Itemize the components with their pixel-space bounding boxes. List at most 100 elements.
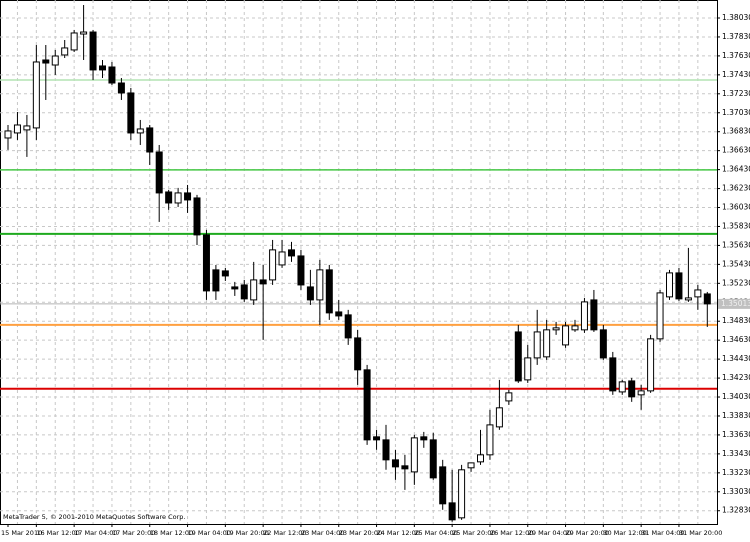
candle-body xyxy=(250,279,258,301)
candle-body xyxy=(51,55,59,66)
candle-body xyxy=(590,299,598,331)
candle-body xyxy=(656,292,664,340)
y-tick-label: 1.35430 xyxy=(722,259,750,268)
y-tick-label: 1.34630 xyxy=(722,335,750,344)
candle-body xyxy=(467,462,475,469)
candle-body xyxy=(202,234,210,292)
candle-body xyxy=(184,192,192,201)
candle-body xyxy=(231,286,239,290)
candle-body xyxy=(108,66,116,84)
x-tick-label: 17 Mar 04:00 xyxy=(74,529,117,537)
candle-body xyxy=(505,392,513,402)
candle-body xyxy=(684,297,692,301)
candle-body xyxy=(221,270,229,277)
candle-body xyxy=(401,465,409,470)
x-tick-label: 26 Mar 12:00 xyxy=(490,529,533,537)
x-tick-label: 18 Mar 12:00 xyxy=(150,529,193,537)
candle-body xyxy=(514,331,522,382)
candle-body xyxy=(155,151,163,194)
candle-body xyxy=(259,279,267,285)
candle-body xyxy=(42,59,50,64)
candle-body xyxy=(89,31,97,71)
candle-body xyxy=(410,437,418,473)
candle-body xyxy=(439,466,447,505)
y-tick-label: 1.33030 xyxy=(722,487,750,496)
candle-body xyxy=(666,272,673,298)
candle-body xyxy=(23,125,31,131)
candle-body xyxy=(373,436,381,441)
candle-body xyxy=(486,424,494,456)
candle-body xyxy=(146,127,154,153)
candle-body xyxy=(628,380,636,398)
candle-body xyxy=(288,249,295,257)
candle-body xyxy=(99,65,106,71)
y-tick-label: 1.38030 xyxy=(722,13,750,22)
candle-body xyxy=(609,357,617,392)
x-tick-label: 29 Mar 20:00 xyxy=(566,529,609,537)
candle-body xyxy=(675,272,683,300)
candle-body xyxy=(344,314,352,339)
candle-body xyxy=(306,286,314,301)
y-tick-label: 1.37430 xyxy=(722,70,750,79)
candle-body xyxy=(495,407,503,428)
y-tick-label: 1.37630 xyxy=(722,51,750,60)
candle-body xyxy=(533,331,541,359)
candle-body xyxy=(599,329,607,359)
x-tick-label: 31 Mar 04:00 xyxy=(641,529,684,537)
candles xyxy=(4,5,711,522)
candle-body xyxy=(127,92,135,134)
y-tick-label: 1.36230 xyxy=(722,184,750,193)
candle-body xyxy=(647,338,655,392)
candle-body xyxy=(13,124,21,134)
candle-body xyxy=(458,469,466,519)
current-price-box xyxy=(718,298,750,309)
candle-body xyxy=(543,329,551,358)
candle-body xyxy=(212,269,220,292)
watermark: MetaTrader 5, © 2001-2010 MetaQuotes Sof… xyxy=(3,513,185,521)
y-tick-label: 1.36830 xyxy=(722,127,750,136)
y-tick-label: 1.32830 xyxy=(722,506,750,515)
candle-body xyxy=(429,439,437,479)
candle-body xyxy=(391,459,399,468)
candle-body xyxy=(420,436,428,441)
plot-area xyxy=(0,0,718,525)
current-price-label: 1.35013 xyxy=(721,299,750,308)
candle-body xyxy=(297,255,305,286)
x-tick-label: 30 Mar 12:00 xyxy=(603,529,646,537)
y-tick-label: 1.35630 xyxy=(722,240,750,249)
x-tick-label: 25 Mar 20:00 xyxy=(452,529,495,537)
y-tick-label: 1.33630 xyxy=(722,430,750,439)
candle-body xyxy=(240,284,248,300)
candle-body xyxy=(325,269,333,314)
candle-body xyxy=(694,289,702,298)
candle-body xyxy=(316,269,324,301)
y-tick-label: 1.34830 xyxy=(722,316,750,325)
candle-body xyxy=(80,31,88,35)
candle-body xyxy=(524,357,532,381)
x-tick-label: 25 Mar 04:00 xyxy=(414,529,457,537)
y-tick-label: 1.36630 xyxy=(722,146,750,155)
candle-body xyxy=(32,61,40,129)
y-tick-label: 1.37030 xyxy=(722,108,750,117)
candle-body xyxy=(4,130,12,139)
candle-body xyxy=(174,192,182,204)
candle-body xyxy=(552,327,560,331)
candle-body xyxy=(448,502,456,521)
y-tick-label: 1.34430 xyxy=(722,354,750,363)
candle-body xyxy=(580,301,588,331)
y-tick-label: 1.37830 xyxy=(722,32,750,41)
x-tick-label: 31 Mar 20:00 xyxy=(679,529,722,537)
x-tick-label: 15 Mar 2010 xyxy=(1,529,42,537)
x-tick-label: 17 Mar 20:00 xyxy=(112,529,155,537)
candle-body xyxy=(136,128,144,134)
x-tick-label: 22 Mar 12:00 xyxy=(263,529,306,537)
x-tick-label: 19 Mar 04:00 xyxy=(188,529,231,537)
y-tick-label: 1.35830 xyxy=(722,221,750,230)
x-tick-label: 23 Mar 20:00 xyxy=(339,529,382,537)
y-tick-label: 1.36030 xyxy=(722,203,750,212)
y-tick-label: 1.34230 xyxy=(722,373,750,382)
y-tick-label: 1.36430 xyxy=(722,165,750,174)
candle-body xyxy=(70,32,78,51)
candle-body xyxy=(382,439,390,461)
